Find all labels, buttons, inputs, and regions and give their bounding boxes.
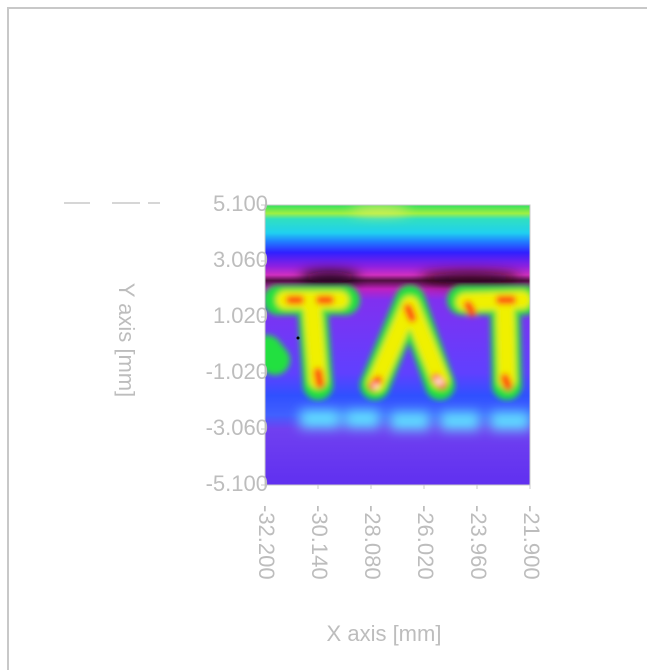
x-tick-label: -21.900: [519, 505, 544, 580]
heatmap-image: [265, 205, 530, 485]
y-tick-label: -3.060: [206, 415, 268, 440]
y-tick-label: -5.100: [206, 471, 268, 496]
y-tick-label: -1.020: [206, 359, 268, 384]
x-tick-label: -26.020: [413, 505, 438, 580]
plot-border: [264, 204, 531, 486]
x-tick-label: -23.960: [466, 505, 491, 580]
y-tick-label: 5.100: [213, 191, 268, 216]
x-tick-label: -28.080: [360, 505, 385, 580]
y-tick-label: 3.060: [213, 247, 268, 272]
y-axis-title: Y axis [mm]: [114, 283, 139, 398]
frame: [7, 7, 647, 670]
x-tick-label: -32.200: [254, 505, 279, 580]
x-axis-title: X axis [mm]: [327, 621, 442, 646]
x-tick-label: -30.140: [307, 505, 332, 580]
y-tick-label: 1.020: [213, 303, 268, 328]
